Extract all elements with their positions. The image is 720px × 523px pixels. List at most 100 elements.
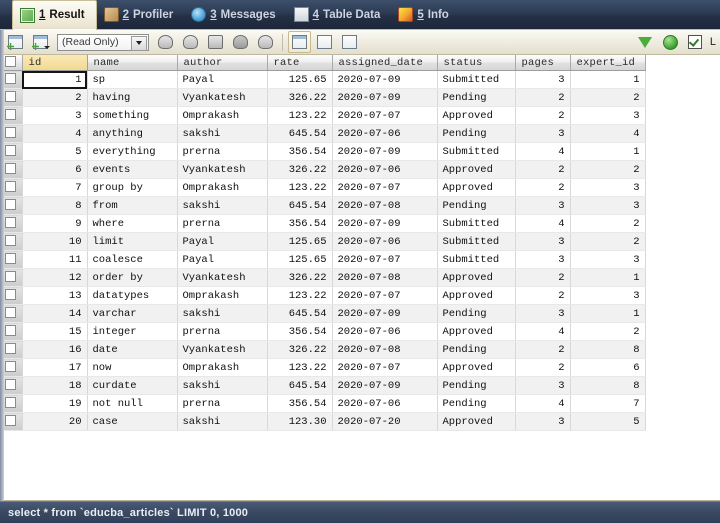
cell-assigned_date[interactable]: 2020-07-07 xyxy=(332,358,438,377)
cell-author[interactable]: Vyankatesh xyxy=(177,268,268,287)
cell-assigned_date[interactable]: 2020-07-20 xyxy=(332,412,438,431)
row-checkbox[interactable] xyxy=(5,307,17,319)
cell-rate[interactable]: 125.65 xyxy=(267,250,333,269)
cell-rate[interactable]: 645.54 xyxy=(267,376,333,395)
cell-author[interactable]: Payal xyxy=(177,250,268,269)
row-checkbox[interactable] xyxy=(5,343,17,355)
cell-expert_id[interactable]: 8 xyxy=(570,376,646,395)
table-row[interactable]: 7 group by Omprakash 123.22 2020-07-07 Approv… xyxy=(0,178,646,197)
row-select-cell[interactable] xyxy=(0,268,23,287)
cell-expert_id[interactable]: 2 xyxy=(570,214,646,233)
cell-pages[interactable]: 4 xyxy=(515,394,571,413)
row-checkbox[interactable] xyxy=(5,163,17,175)
table-row[interactable]: 2 having Vyankatesh 326.22 2020-07-09 Pending… xyxy=(0,88,646,107)
cell-author[interactable]: sakshi xyxy=(177,196,268,215)
row-checkbox[interactable] xyxy=(5,127,17,139)
cell-status[interactable]: Approved xyxy=(437,322,516,341)
cell-status[interactable]: Approved xyxy=(437,160,516,179)
cell-assigned_date[interactable]: 2020-07-09 xyxy=(332,88,438,107)
row-select-cell[interactable] xyxy=(0,304,23,323)
cell-name[interactable]: from xyxy=(87,196,178,215)
duplicate-button[interactable] xyxy=(254,31,277,53)
table-row[interactable]: 12 order by Vyankatesh 326.22 2020-07-08 Appr… xyxy=(0,268,646,287)
cell-name[interactable]: something xyxy=(87,106,178,125)
cell-status[interactable]: Submitted xyxy=(437,214,516,233)
table-row[interactable]: 17 now Omprakash 123.22 2020-07-07 Approved 2 6 xyxy=(0,358,646,377)
copy-button[interactable] xyxy=(154,31,177,53)
table-row[interactable]: 8 from sakshi 645.54 2020-07-08 Pending 3 3 xyxy=(0,196,646,215)
cell-expert_id[interactable]: 2 xyxy=(570,160,646,179)
column-header-rate[interactable]: rate xyxy=(267,55,333,71)
cell-name[interactable]: where xyxy=(87,214,178,233)
cell-author[interactable]: Vyankatesh xyxy=(177,88,268,107)
cell-status[interactable]: Pending xyxy=(437,196,516,215)
cell-pages[interactable]: 4 xyxy=(515,322,571,341)
cell-expert_id[interactable]: 3 xyxy=(570,178,646,197)
cell-author[interactable]: prerna xyxy=(177,322,268,341)
cell-pages[interactable]: 3 xyxy=(515,232,571,251)
add-record-dropdown-button[interactable] xyxy=(29,31,52,53)
row-select-cell[interactable] xyxy=(0,286,23,305)
cell-pages[interactable]: 2 xyxy=(515,286,571,305)
cell-status[interactable]: Submitted xyxy=(437,70,516,89)
row-checkbox[interactable] xyxy=(5,289,17,301)
cell-name[interactable]: case xyxy=(87,412,178,431)
stop-button[interactable] xyxy=(204,31,227,53)
cell-id[interactable]: 2 xyxy=(22,88,88,107)
tab-info[interactable]: 5 Info xyxy=(391,0,459,29)
cell-id[interactable]: 15 xyxy=(22,322,88,341)
cell-author[interactable]: prerna xyxy=(177,142,268,161)
cell-rate[interactable]: 123.22 xyxy=(267,286,333,305)
filter-button[interactable] xyxy=(634,31,657,53)
cell-rate[interactable]: 326.22 xyxy=(267,88,333,107)
cell-rate[interactable]: 123.30 xyxy=(267,412,333,431)
cell-author[interactable]: Omprakash xyxy=(177,286,268,305)
row-checkbox[interactable] xyxy=(5,361,17,373)
cell-status[interactable]: Pending xyxy=(437,394,516,413)
cell-id[interactable]: 8 xyxy=(22,196,88,215)
cell-author[interactable]: Omprakash xyxy=(177,178,268,197)
cell-rate[interactable]: 645.54 xyxy=(267,124,333,143)
table-row[interactable]: 15 integer prerna 356.54 2020-07-06 Approved 4… xyxy=(0,322,646,341)
row-checkbox[interactable] xyxy=(5,325,17,337)
cell-id[interactable]: 11 xyxy=(22,250,88,269)
row-select-cell[interactable] xyxy=(0,214,23,233)
cell-pages[interactable]: 3 xyxy=(515,304,571,323)
cell-pages[interactable]: 2 xyxy=(515,268,571,287)
row-select-cell[interactable] xyxy=(0,376,23,395)
cell-status[interactable]: Submitted xyxy=(437,232,516,251)
cell-name[interactable]: limit xyxy=(87,232,178,251)
cell-expert_id[interactable]: 8 xyxy=(570,340,646,359)
cell-author[interactable]: sakshi xyxy=(177,412,268,431)
table-row[interactable]: 20 case sakshi 123.30 2020-07-20 Approved 3 5 xyxy=(0,412,646,431)
cell-name[interactable]: datatypes xyxy=(87,286,178,305)
cell-id[interactable]: 19 xyxy=(22,394,88,413)
row-select-cell[interactable] xyxy=(0,160,23,179)
row-checkbox[interactable] xyxy=(5,181,17,193)
cell-status[interactable]: Pending xyxy=(437,340,516,359)
cell-rate[interactable]: 326.22 xyxy=(267,268,333,287)
cell-name[interactable]: integer xyxy=(87,322,178,341)
cell-pages[interactable]: 2 xyxy=(515,88,571,107)
column-header-expert-id[interactable]: expert_id xyxy=(570,55,646,71)
edit-mode-select[interactable]: (Read Only) xyxy=(57,33,149,51)
cell-expert_id[interactable]: 4 xyxy=(570,124,646,143)
cell-status[interactable]: Pending xyxy=(437,124,516,143)
cell-id[interactable]: 20 xyxy=(22,412,88,431)
cell-assigned_date[interactable]: 2020-07-09 xyxy=(332,304,438,323)
cell-pages[interactable]: 3 xyxy=(515,124,571,143)
chevron-down-icon[interactable] xyxy=(131,35,147,51)
cell-id[interactable]: 14 xyxy=(22,304,88,323)
table-row[interactable]: 19 not null prerna 356.54 2020-07-06 Pending 4… xyxy=(0,394,646,413)
row-select-cell[interactable] xyxy=(0,88,23,107)
cell-id[interactable]: 3 xyxy=(22,106,88,125)
cell-name[interactable]: sp xyxy=(87,70,178,89)
cell-rate[interactable]: 326.22 xyxy=(267,340,333,359)
cell-status[interactable]: Approved xyxy=(437,268,516,287)
cell-id[interactable]: 18 xyxy=(22,376,88,395)
column-header-author[interactable]: author xyxy=(177,55,268,71)
row-select-cell[interactable] xyxy=(0,142,23,161)
cell-expert_id[interactable]: 7 xyxy=(570,394,646,413)
row-checkbox[interactable] xyxy=(5,145,17,157)
cell-expert_id[interactable]: 2 xyxy=(570,322,646,341)
